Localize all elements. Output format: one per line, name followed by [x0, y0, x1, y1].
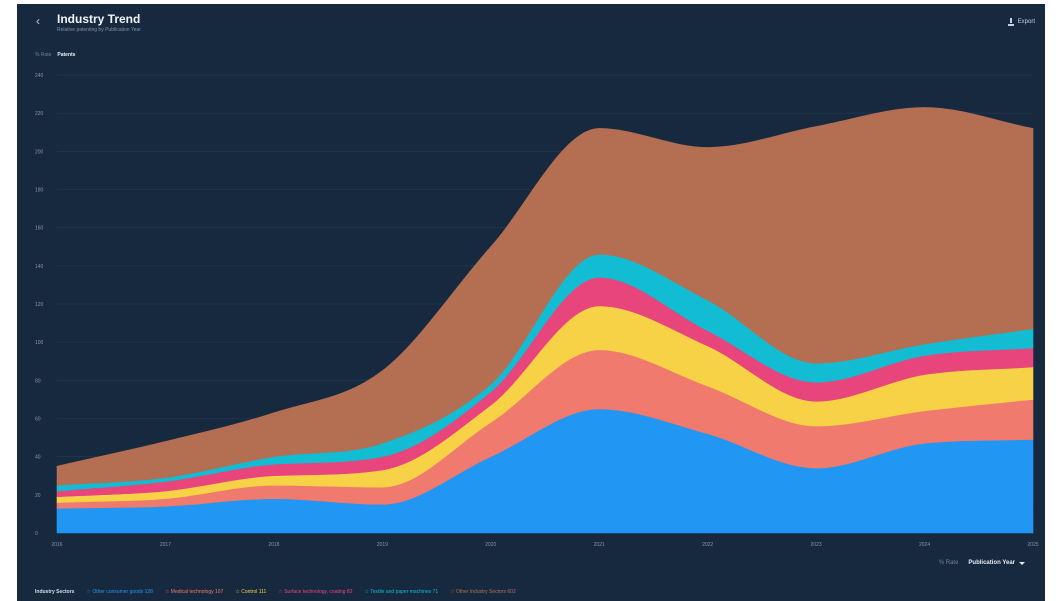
y-tick-label: 40: [35, 455, 41, 461]
area-series: [56, 107, 1034, 534]
export-label: Export: [1017, 19, 1035, 25]
legend-item-6[interactable]: ☆ Other Industry Sectors 602: [450, 589, 516, 595]
rate-option[interactable]: % Rate: [938, 560, 959, 566]
y-tick-label: 80: [35, 378, 41, 384]
y-tick-label: 60: [35, 417, 41, 423]
legend-item-1[interactable]: ☆ Other consumer goods 128: [86, 589, 153, 595]
metric-toggle: % Rate Patents: [35, 52, 75, 58]
industry-trend-panel: 0 20 40 60 80 100 120 140 160 180 200 220 240 2016 20…: [17, 4, 1045, 601]
x-tick-label: 2025: [1027, 542, 1038, 548]
chevron-down-icon: [1019, 561, 1025, 565]
y-tick-label: 240: [35, 73, 44, 79]
legend-item-3[interactable]: ☆ Control 111: [235, 589, 267, 595]
legend-title: Industry Sectors: [35, 589, 75, 595]
y-tick-label: 160: [35, 226, 44, 232]
legend: Industry Sectors ☆ Other consumer goods …: [35, 589, 516, 595]
x-tick-label: 2022: [702, 542, 713, 548]
toggle-patents[interactable]: Patents: [57, 52, 76, 58]
back-arrow-icon[interactable]: ‹: [36, 14, 40, 28]
legend-item-2[interactable]: ☆ Medical technology 107: [164, 589, 224, 595]
legend-item-5[interactable]: ☆ Textile and paper machines 71: [364, 589, 439, 595]
x-tick-label: 2020: [485, 542, 496, 548]
y-tick-label: 200: [35, 149, 44, 155]
y-axis-ticks: 0 20 40 60 80 100 120 140 160 180 200 220 240: [35, 73, 44, 537]
y-tick-label: 0: [35, 531, 38, 537]
download-icon: [1007, 18, 1014, 26]
export-button[interactable]: Export: [1007, 18, 1035, 26]
y-tick-label: 180: [35, 188, 44, 194]
y-tick-label: 220: [35, 111, 44, 117]
x-axis-ticks: 2016 2017 2018 2019 2020 2021 2022 2023 2024 2025: [51, 542, 1038, 548]
area-series-6[interactable]: [56, 107, 1034, 486]
x-tick-label: 2024: [919, 542, 930, 548]
x-tick-label: 2017: [160, 542, 171, 548]
page-title: Industry Trend: [57, 12, 141, 26]
x-tick-label: 2018: [268, 542, 279, 548]
x-tick-label: 2016: [51, 542, 62, 548]
x-tick-label: 2021: [594, 542, 605, 548]
page-subtitle: Relative patenting by Publication Year: [57, 27, 141, 33]
y-tick-label: 120: [35, 302, 44, 308]
x-tick-label: 2023: [811, 542, 822, 548]
publication-year-label: Publication Year: [968, 560, 1015, 566]
y-tick-label: 20: [35, 493, 41, 499]
x-tick-label: 2019: [377, 542, 388, 548]
header: ‹ Industry Trend Relative patenting by P…: [17, 4, 1045, 44]
legend-item-4[interactable]: ☆ Surface technology, coating 82: [278, 589, 353, 595]
x-axis-controls: % Rate Publication Year: [939, 560, 1025, 566]
y-tick-label: 100: [35, 340, 44, 346]
y-tick-label: 140: [35, 264, 44, 270]
toggle-rate[interactable]: % Rate: [35, 52, 52, 58]
publication-year-dropdown[interactable]: Publication Year: [968, 560, 1025, 566]
